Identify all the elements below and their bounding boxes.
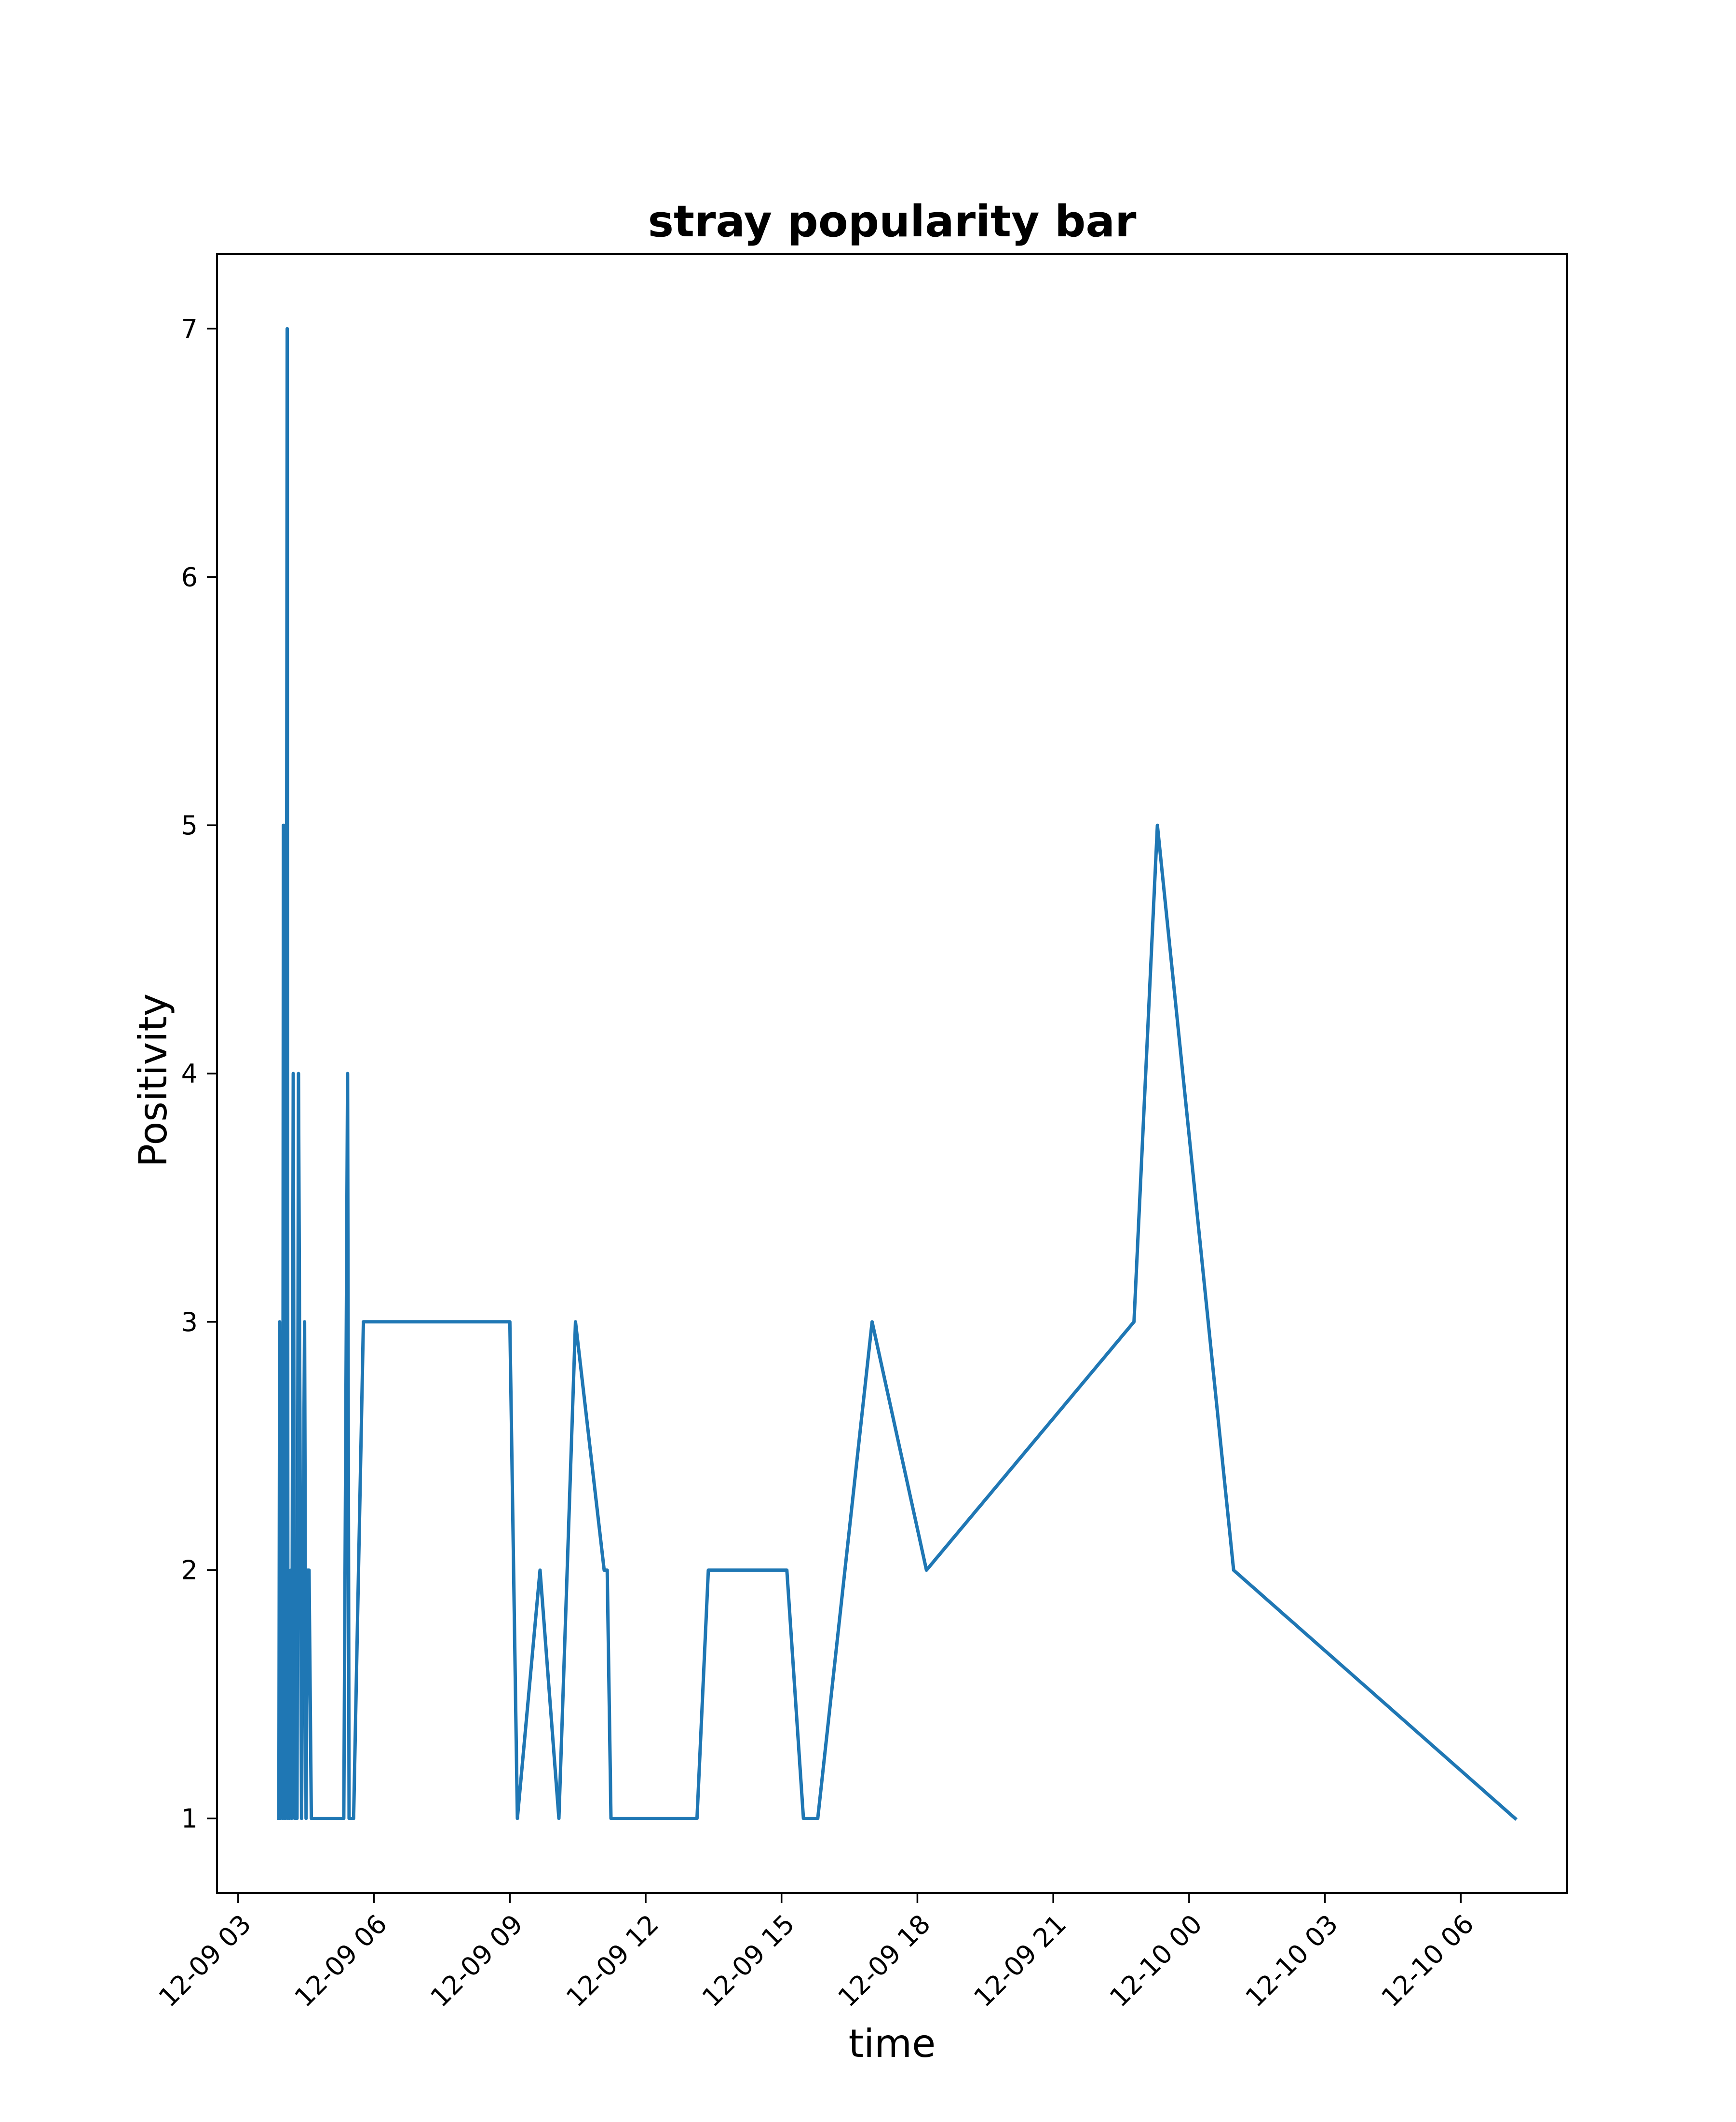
- y-axis-label: Positivity: [131, 993, 176, 1167]
- series-line: [277, 327, 1518, 1821]
- y-axis-ticks: 1 2 3 4 5 6 7: [181, 313, 217, 1834]
- x-axis-label: time: [849, 2021, 936, 2066]
- plot-area: [217, 254, 1567, 1893]
- y-tick-label: 1: [181, 1804, 198, 1834]
- y-tick-label: 5: [181, 810, 198, 841]
- y-tick-label: 3: [181, 1307, 198, 1337]
- y-tick-label: 4: [181, 1059, 198, 1089]
- chart-title: stray popularity bar: [648, 196, 1137, 247]
- y-tick-label: 7: [181, 313, 198, 344]
- y-tick-label: 6: [181, 562, 198, 592]
- y-tick-label: 2: [181, 1555, 198, 1586]
